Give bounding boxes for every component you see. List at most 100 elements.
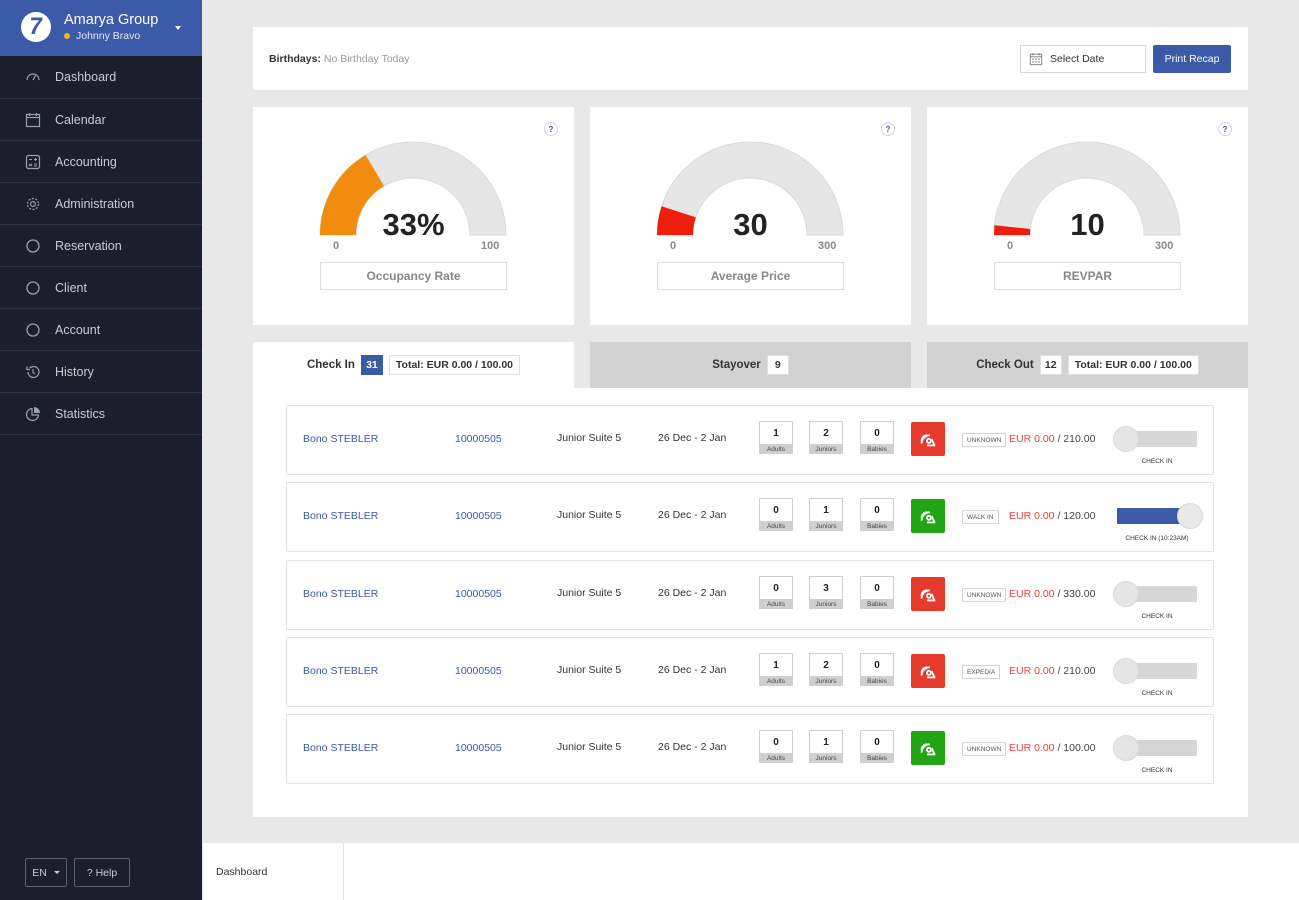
sidebar-item-calendar[interactable]: Calendar	[0, 99, 202, 141]
toggle-knob[interactable]	[1113, 735, 1139, 761]
adults-count-box[interactable]: 0 Adults	[759, 576, 793, 609]
sidebar-item-dashboard[interactable]: Dashboard	[0, 56, 202, 99]
dashboard-icon	[25, 69, 41, 85]
sidebar-item-statistics[interactable]: Statistics	[0, 393, 202, 435]
guest-name-link[interactable]: Bono STEBLER	[303, 665, 379, 677]
toggle-knob[interactable]	[1113, 581, 1139, 607]
guest-name-link[interactable]: Bono STEBLER	[303, 433, 379, 445]
juniors-count-box[interactable]: 1 Juniors	[809, 498, 843, 531]
tab-dashboard[interactable]: Dashboard	[203, 843, 344, 900]
babies-count-box[interactable]: 0 Babies	[860, 576, 894, 609]
current-user: Johnny Bravo	[64, 30, 140, 42]
adults-count-box[interactable]: 1 Adults	[759, 653, 793, 686]
toggle-knob[interactable]	[1113, 426, 1139, 452]
juniors-count-box[interactable]: 1 Juniors	[809, 730, 843, 763]
booking-source-badge: UNKNOWN	[962, 742, 1007, 756]
help-icon[interactable]: ?	[1218, 122, 1232, 136]
tab-stayover[interactable]: Stayover 9	[590, 342, 911, 388]
reservation-number-link[interactable]: 10000505	[455, 588, 502, 600]
adults-count-box[interactable]: 1 Adults	[759, 421, 793, 454]
room-name: Junior Suite 5	[557, 664, 622, 676]
toggle-knob[interactable]	[1177, 503, 1203, 529]
occupancy-rate-gauge	[319, 141, 507, 236]
toggle-knob[interactable]	[1113, 658, 1139, 684]
stay-dates: 26 Dec - 2 Jan	[658, 664, 727, 676]
tab-check-in[interactable]: Check In 31 Total: EUR 0.00 / 100.00	[253, 342, 574, 388]
gauge-value: 10	[1070, 207, 1105, 242]
vacuum-cleaner-icon	[917, 428, 939, 450]
print-recap-button[interactable]: Print Recap	[1153, 45, 1231, 73]
reservation-number-link[interactable]: 10000505	[455, 665, 502, 677]
circle-icon	[25, 322, 41, 338]
juniors-count-box[interactable]: 2 Juniors	[809, 653, 843, 686]
reservation-number-link[interactable]: 10000505	[455, 742, 502, 754]
juniors-count-box[interactable]: 2 Juniors	[809, 421, 843, 454]
calendar-icon	[25, 112, 41, 128]
housekeeping-dirty-button[interactable]	[911, 654, 945, 688]
chevron-down-icon	[53, 871, 60, 874]
sidebar-item-client[interactable]: Client	[0, 267, 202, 309]
guest-name-link[interactable]: Bono STEBLER	[303, 588, 379, 600]
chevron-down-icon[interactable]	[175, 26, 181, 30]
check-in-count: 31	[360, 355, 383, 375]
sidebar-item-accounting[interactable]: Accounting	[0, 141, 202, 183]
gauge-label: Average Price	[657, 262, 844, 290]
vacuum-cleaner-icon	[917, 737, 939, 759]
check-in-status-label: CHECK IN (10:23AM)	[1125, 535, 1189, 542]
sidebar-item-label: History	[55, 364, 94, 379]
sidebar-item-label: Statistics	[55, 406, 106, 421]
booking-source-badge: UNKNOWN	[962, 433, 1007, 447]
brand-header[interactable]: 7 Amarya Group Johnny Bravo	[0, 0, 202, 56]
housekeeping-clean-button[interactable]	[911, 731, 945, 765]
housekeeping-dirty-button[interactable]	[911, 577, 945, 611]
help-icon[interactable]: ?	[544, 122, 558, 136]
housekeeping-clean-button[interactable]	[911, 499, 945, 533]
check-in-toggle[interactable]	[1113, 581, 1197, 607]
guest-name-link[interactable]: Bono STEBLER	[303, 742, 379, 754]
online-status-icon	[64, 33, 70, 39]
help-icon[interactable]: ?	[881, 122, 895, 136]
check-in-toggle[interactable]	[1113, 658, 1197, 684]
check-in-toggle[interactable]	[1117, 503, 1203, 529]
help-button[interactable]: ? Help	[74, 858, 130, 887]
gauge-track	[656, 141, 844, 236]
babies-count-box[interactable]: 0 Babies	[860, 421, 894, 454]
accounting-icon	[25, 154, 41, 170]
reservation-number-link[interactable]: 10000505	[455, 433, 502, 445]
gauge-max: 300	[1155, 240, 1174, 252]
birthdays-info: Birthdays: No Birthday Today	[269, 53, 410, 65]
babies-count-box[interactable]: 0 Babies	[860, 653, 894, 686]
room-name: Junior Suite 5	[557, 741, 622, 753]
juniors-count-box[interactable]: 3 Juniors	[809, 576, 843, 609]
gauge-fill	[320, 154, 384, 235]
language-select[interactable]: EN	[25, 858, 67, 887]
adults-count-box[interactable]: 0 Adults	[759, 498, 793, 531]
date-picker[interactable]: Select Date	[1020, 45, 1146, 73]
average-price-card: ? 30 0 300 Average Price	[590, 107, 911, 325]
gauge-value: 33%	[382, 207, 445, 242]
reservation-number-link[interactable]: 10000505	[455, 510, 502, 522]
tab-check-out[interactable]: Check Out 12 Total: EUR 0.00 / 100.00	[927, 342, 1248, 388]
sidebar-item-history[interactable]: History	[0, 351, 202, 393]
gauge-value: 30	[733, 207, 768, 242]
sidebar-item-label: Calendar	[55, 112, 106, 127]
reservation-row: Bono STEBLER 10000505 Junior Suite 5 26 Dec…	[286, 482, 1214, 552]
check-in-toggle[interactable]	[1113, 426, 1197, 452]
check-in-status-label: CHECK IN	[1141, 767, 1173, 774]
bottom-bar: Dashboard	[203, 843, 1299, 900]
reservation-row: Bono STEBLER 10000505 Junior Suite 5 26 Dec…	[286, 405, 1214, 475]
circle-icon	[25, 280, 41, 296]
logo: 7	[21, 12, 51, 42]
check-in-status-label: CHECK IN	[1141, 690, 1173, 697]
babies-count-box[interactable]: 0 Babies	[860, 498, 894, 531]
vacuum-cleaner-icon	[917, 505, 939, 527]
check-in-toggle[interactable]	[1113, 735, 1197, 761]
babies-count-box[interactable]: 0 Babies	[860, 730, 894, 763]
adults-count-box[interactable]: 0 Adults	[759, 730, 793, 763]
housekeeping-dirty-button[interactable]	[911, 422, 945, 456]
sidebar-item-reservation[interactable]: Reservation	[0, 225, 202, 267]
guest-name-link[interactable]: Bono STEBLER	[303, 510, 379, 522]
pie-chart-icon	[25, 406, 41, 422]
sidebar-item-account[interactable]: Account	[0, 309, 202, 351]
sidebar-item-administration[interactable]: Administration	[0, 183, 202, 225]
